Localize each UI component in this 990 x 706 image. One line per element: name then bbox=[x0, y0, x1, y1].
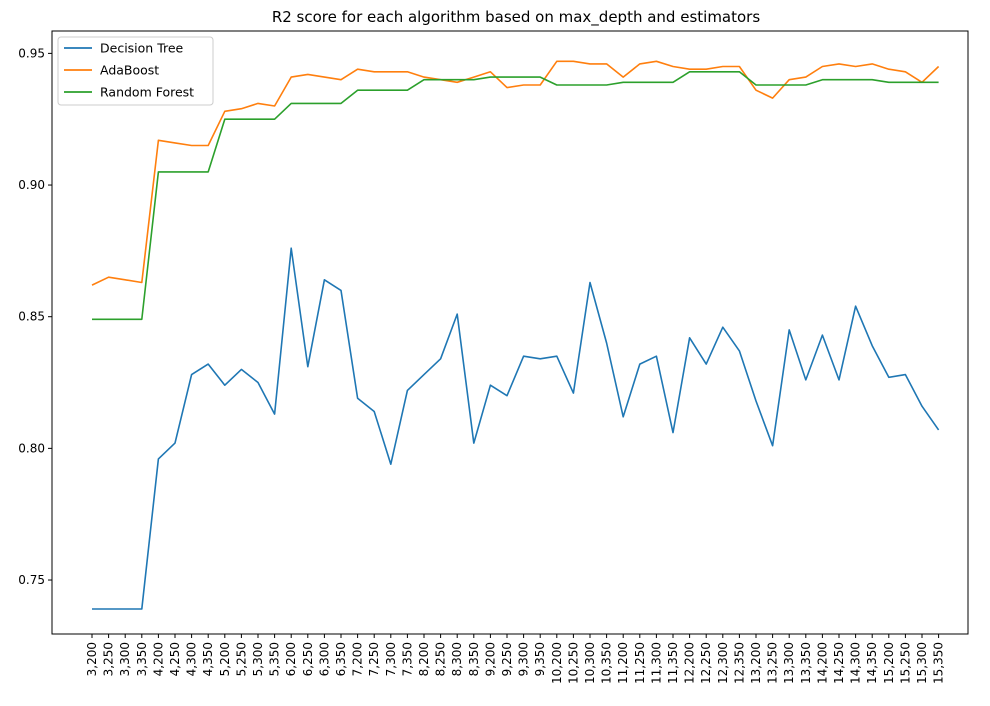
x-tick-label: 6,350 bbox=[334, 642, 348, 676]
x-tick-label: 5,200 bbox=[218, 642, 232, 676]
x-tick-label: 8,250 bbox=[434, 642, 448, 676]
y-tick-label: 0.80 bbox=[18, 441, 45, 455]
x-tick-label: 3,300 bbox=[118, 642, 132, 676]
x-tick-label: 15,300 bbox=[915, 642, 929, 684]
x-tick-label: 4,300 bbox=[185, 642, 199, 676]
x-tick-label: 5,250 bbox=[234, 642, 248, 676]
legend-label: Decision Tree bbox=[100, 41, 184, 56]
x-tick-label: 14,200 bbox=[815, 642, 829, 684]
x-tick-label: 9,250 bbox=[500, 642, 514, 676]
y-tick-label: 0.85 bbox=[18, 310, 45, 324]
x-tick-label: 12,350 bbox=[732, 642, 746, 684]
x-tick-label: 15,200 bbox=[882, 642, 896, 684]
x-tick-label: 15,250 bbox=[898, 642, 912, 684]
x-tick-label: 6,300 bbox=[317, 642, 331, 676]
x-tick-label: 13,350 bbox=[799, 642, 813, 684]
plot-frame bbox=[51, 30, 969, 635]
x-tick-label: 7,300 bbox=[384, 642, 398, 676]
x-tick-label: 3,350 bbox=[135, 642, 149, 676]
x-tick-label: 14,250 bbox=[832, 642, 846, 684]
x-tick-label: 7,350 bbox=[400, 642, 414, 676]
x-tick-label: 8,300 bbox=[450, 642, 464, 676]
x-tick-label: 12,200 bbox=[683, 642, 697, 684]
x-tick-label: 10,200 bbox=[550, 642, 564, 684]
x-tick-label: 7,250 bbox=[367, 642, 381, 676]
x-tick-label: 10,250 bbox=[566, 642, 580, 684]
y-tick-label: 0.95 bbox=[18, 46, 45, 60]
y-tick-label: 0.90 bbox=[18, 178, 45, 192]
x-tick-label: 13,200 bbox=[749, 642, 763, 684]
x-tick-label: 13,250 bbox=[766, 642, 780, 684]
y-axis: 0.75 0.80 0.85 0.90 0.95 bbox=[18, 46, 52, 587]
legend-box bbox=[57, 36, 214, 106]
x-axis: 3,200 3,250 3,300 3,350 4,200 4,250 4,300 4,350… bbox=[85, 634, 946, 684]
legend-label: AdaBoost bbox=[100, 63, 159, 78]
x-tick-label: 11,300 bbox=[649, 642, 663, 684]
x-tick-label: 9,300 bbox=[517, 642, 531, 676]
series-line-0 bbox=[92, 247, 940, 610]
series-line-2 bbox=[92, 71, 939, 321]
x-tick-label: 14,350 bbox=[865, 642, 879, 684]
x-tick-label: 3,250 bbox=[102, 642, 116, 676]
series-line-1 bbox=[91, 60, 940, 286]
x-tick-label: 4,350 bbox=[201, 642, 215, 676]
x-tick-label: 4,200 bbox=[151, 642, 165, 676]
x-tick-label: 6,250 bbox=[301, 642, 315, 676]
chart-title: R2 score for each algorithm based on max… bbox=[272, 8, 761, 27]
x-tick-label: 9,200 bbox=[483, 642, 497, 676]
x-tick-label: 7,200 bbox=[351, 642, 365, 676]
x-tick-label: 10,300 bbox=[583, 642, 597, 684]
x-tick-label: 10,350 bbox=[600, 642, 614, 684]
x-tick-label: 11,250 bbox=[633, 642, 647, 684]
x-tick-label: 5,300 bbox=[251, 642, 265, 676]
x-tick-label: 15,350 bbox=[932, 642, 946, 684]
x-tick-label: 6,200 bbox=[284, 642, 298, 676]
x-tick-label: 13,300 bbox=[782, 642, 796, 684]
x-tick-label: 12,250 bbox=[699, 642, 713, 684]
x-tick-label: 9,350 bbox=[533, 642, 547, 676]
legend-label: Random Forest bbox=[100, 85, 194, 100]
x-tick-label: 3,200 bbox=[85, 642, 99, 676]
x-tick-label: 5,350 bbox=[268, 642, 282, 676]
series-lines bbox=[91, 60, 940, 610]
x-tick-label: 12,300 bbox=[716, 642, 730, 684]
x-tick-label: 11,200 bbox=[616, 642, 630, 684]
x-tick-label: 4,250 bbox=[168, 642, 182, 676]
y-tick-label: 0.75 bbox=[18, 573, 45, 587]
x-tick-label: 14,300 bbox=[849, 642, 863, 684]
legend: Decision Tree AdaBoost Random Forest bbox=[57, 36, 214, 106]
x-tick-label: 11,350 bbox=[666, 642, 680, 684]
x-tick-label: 8,350 bbox=[467, 642, 481, 676]
x-tick-label: 8,200 bbox=[417, 642, 431, 676]
